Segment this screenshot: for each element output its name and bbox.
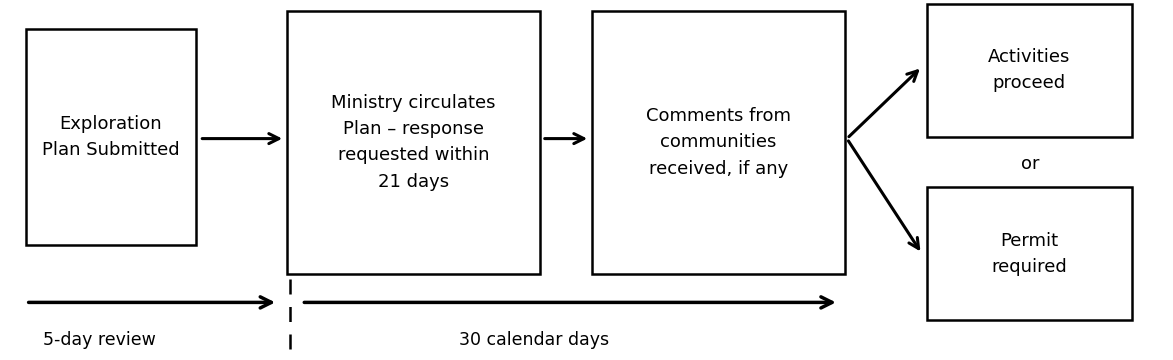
Text: Permit
required: Permit required — [991, 231, 1067, 276]
FancyBboxPatch shape — [592, 11, 845, 274]
Text: 30 calendar days: 30 calendar days — [459, 331, 609, 349]
FancyBboxPatch shape — [927, 4, 1132, 137]
Text: 5-day review: 5-day review — [43, 331, 156, 349]
FancyBboxPatch shape — [26, 29, 196, 245]
Text: Exploration
Plan Submitted: Exploration Plan Submitted — [42, 114, 179, 159]
FancyBboxPatch shape — [927, 187, 1132, 320]
Text: Ministry circulates
Plan – response
requested within
21 days: Ministry circulates Plan – response requ… — [331, 94, 496, 191]
Text: or: or — [1021, 155, 1039, 173]
Text: Comments from
communities
received, if any: Comments from communities received, if a… — [646, 107, 791, 177]
FancyBboxPatch shape — [287, 11, 540, 274]
Text: Activities
proceed: Activities proceed — [988, 48, 1071, 93]
